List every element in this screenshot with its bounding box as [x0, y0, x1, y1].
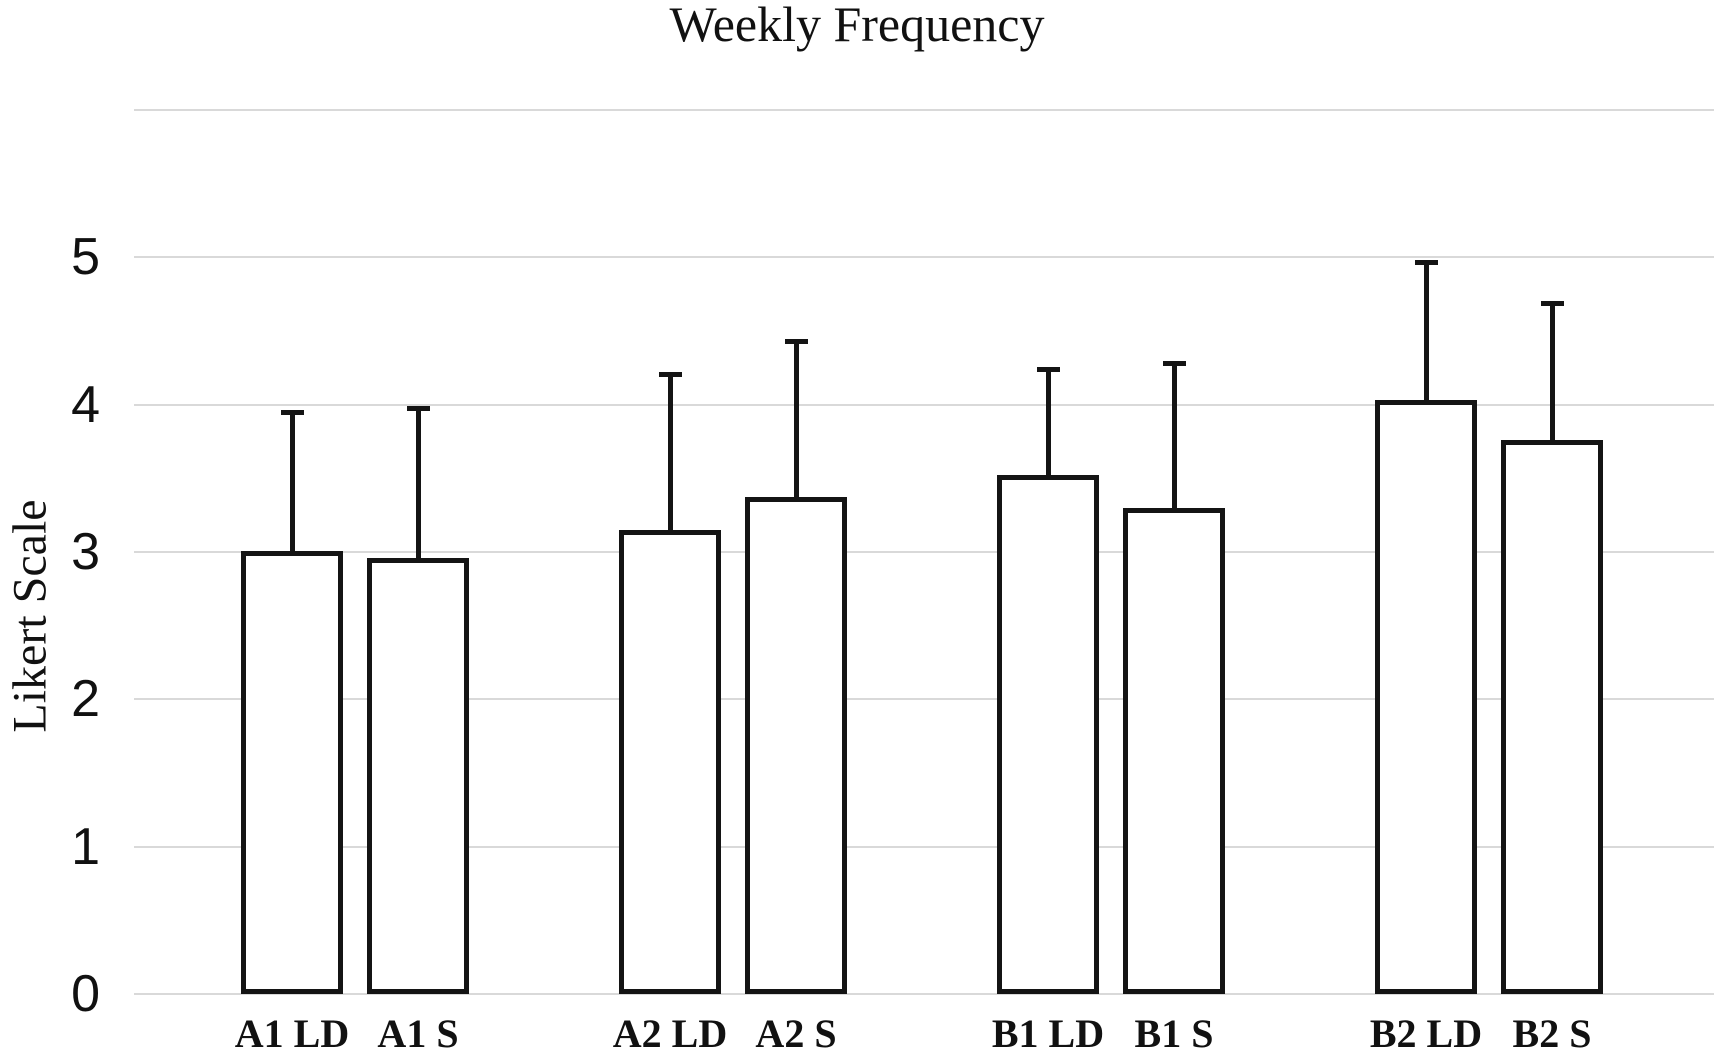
error-bar-whisker-a1-s — [415, 406, 421, 563]
bar-a2-ld — [619, 529, 721, 994]
y-tick-label-2: 2 — [71, 670, 100, 729]
y-tick-label-3: 3 — [71, 523, 100, 581]
x-category-label-a2-s: A2 S — [755, 1011, 837, 1056]
x-category-label-b1-s: B1 S — [1134, 1011, 1214, 1056]
x-category-label-b2-s: B2 S — [1512, 1011, 1592, 1056]
gridline-y-0 — [134, 993, 1714, 995]
error-bar-whisker-a2-ld — [667, 372, 673, 535]
bar-a1-s — [367, 557, 469, 994]
x-category-label-a1-s: A1 S — [377, 1011, 459, 1056]
error-bar-cap-b1-ld — [1036, 367, 1060, 373]
error-bar-whisker-b2-s — [1549, 301, 1555, 446]
error-bar-whisker-b1-s — [1171, 361, 1177, 513]
error-bar-cap-a1-s — [406, 405, 430, 411]
gridline-y-1 — [134, 845, 1714, 848]
error-bar-cap-a2-s — [784, 339, 808, 345]
error-bar-cap-b2-ld — [1414, 259, 1438, 265]
error-bar-cap-b1-s — [1162, 361, 1186, 367]
x-category-label-b1-ld: B1 LD — [991, 1011, 1105, 1056]
plot-area — [134, 109, 1714, 995]
error-bar-cap-b2-s — [1540, 301, 1564, 307]
y-tick-label-1: 1 — [71, 817, 100, 876]
error-bar-cap-a1-ld — [280, 410, 304, 416]
gridline-y-2 — [134, 698, 1714, 701]
bar-b1-ld — [997, 475, 1099, 994]
gridline-y-3 — [134, 551, 1714, 553]
error-bar-whisker-a2-s — [793, 339, 799, 503]
error-bar-whisker-a1-ld — [289, 410, 295, 556]
x-category-label-a1-ld: A1 LD — [234, 1011, 350, 1056]
chart-title: Weekly Frequency — [669, 0, 1045, 52]
gridline-y-5 — [134, 256, 1714, 259]
y-tick-label-5: 5 — [71, 228, 100, 287]
error-bar-whisker-b2-ld — [1423, 260, 1429, 406]
bar-a1-ld — [241, 550, 343, 994]
bar-b2-ld — [1375, 400, 1477, 994]
bar-b2-s — [1501, 440, 1603, 994]
error-bar-cap-a2-ld — [658, 371, 682, 377]
x-category-label-a2-ld: A2 LD — [612, 1011, 728, 1056]
error-bar-whisker-b1-ld — [1045, 367, 1051, 481]
y-tick-label-0: 0 — [71, 965, 100, 1023]
bar-a2-s — [745, 497, 847, 994]
bar-b1-s — [1123, 507, 1225, 994]
gridline-y-4 — [134, 403, 1714, 406]
y-tick-label-4: 4 — [71, 375, 100, 434]
x-category-label-b2-ld: B2 LD — [1369, 1011, 1483, 1056]
gridline-y-6 — [134, 109, 1714, 111]
